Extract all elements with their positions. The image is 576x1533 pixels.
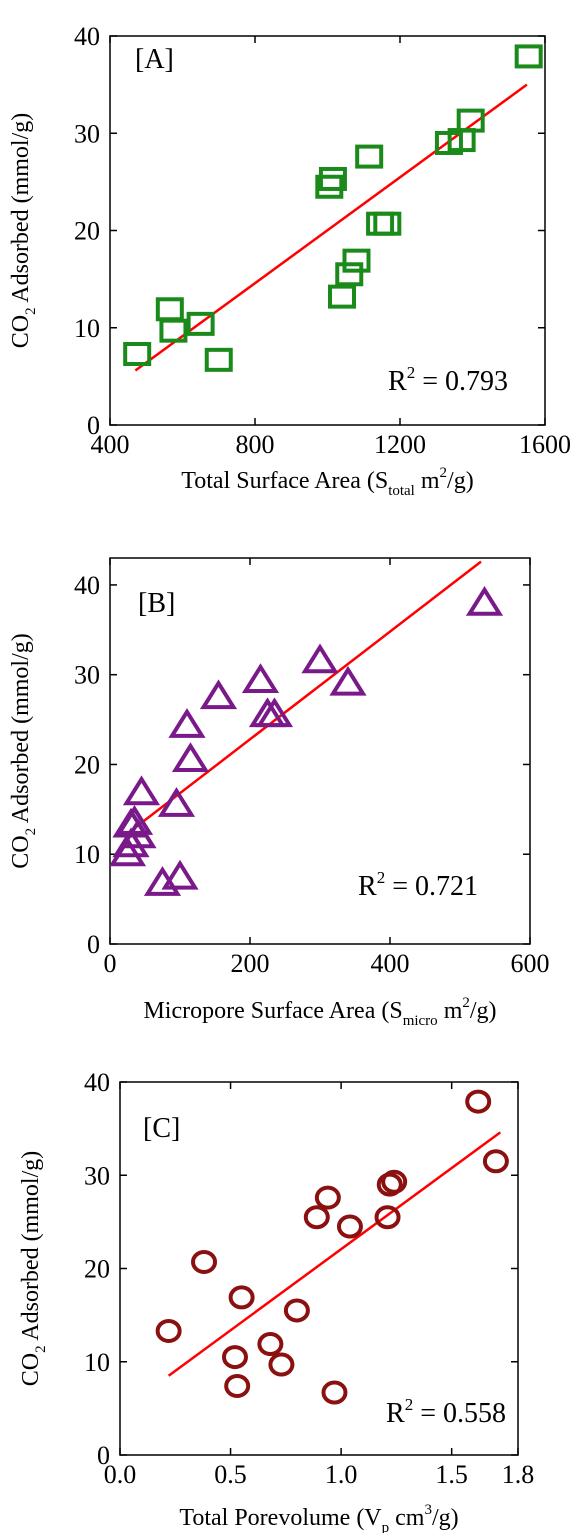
panel-label: [B] [138, 588, 175, 619]
data-point [224, 1373, 251, 1398]
data-point [329, 665, 367, 696]
y-tick-label: 10 [84, 1348, 110, 1377]
y-tick-label: 40 [74, 22, 100, 51]
y-tick-label: 40 [74, 571, 100, 600]
data-point [342, 248, 371, 273]
data-point [301, 643, 339, 674]
x-tick-label: 1.8 [502, 1460, 535, 1489]
data-point [381, 1169, 408, 1194]
y-tick-label: 30 [74, 661, 100, 690]
x-tick-label: 1.5 [435, 1460, 468, 1489]
data-point [171, 742, 210, 772]
data-point [373, 211, 402, 236]
data-point [161, 859, 199, 890]
y-tick-label: 10 [74, 840, 100, 869]
x-tick-label: 0 [104, 949, 117, 978]
data-point [315, 174, 344, 199]
x-tick-label: 400 [371, 949, 410, 978]
data-point [355, 144, 384, 169]
chart-panel-b: 0 200 400 600 0 10 20 30 40 [B] R2 = 0.721 Micropor… [8, 557, 550, 1029]
data-point [465, 586, 504, 616]
y-tick-label: 40 [84, 1068, 110, 1097]
y-tick-label: 30 [84, 1161, 110, 1190]
data-point [482, 1149, 509, 1174]
x-tick-label: 200 [231, 949, 270, 978]
data-point [119, 818, 157, 849]
y-tick-label: 20 [74, 750, 100, 779]
data-point [456, 108, 485, 133]
x-axis-label: Micropore Surface Area (Smicro m2/g) [143, 995, 496, 1029]
data-point [268, 1352, 295, 1377]
y-tick-label: 0 [97, 1441, 110, 1470]
data-point [186, 311, 215, 336]
data-point [168, 708, 206, 738]
data-point [336, 1214, 363, 1239]
y-tick-label: 10 [74, 314, 100, 343]
data-point [514, 44, 543, 69]
y-tick-label: 0 [87, 930, 100, 959]
fit-line [134, 83, 528, 372]
y-axis-label: CO2 Adsorbed (mmol/g) [8, 113, 39, 349]
data-point [122, 775, 161, 806]
data-point [157, 787, 196, 817]
panel-label: [A] [135, 44, 174, 75]
y-tick-label: 20 [84, 1255, 110, 1284]
data-point [465, 1089, 492, 1114]
x-tick-label: 400 [91, 430, 130, 459]
data-point [366, 211, 395, 236]
data-point [228, 1285, 255, 1310]
x-tick-label: 800 [236, 430, 275, 459]
data-point [199, 679, 238, 710]
fit-line [167, 1131, 502, 1377]
r-squared-annotation: R2 = 0.721 [358, 868, 478, 902]
data-point [123, 342, 152, 367]
data-point [283, 1298, 310, 1323]
x-tick-label: 1200 [374, 430, 426, 459]
data-point [159, 318, 188, 343]
data-point [321, 1380, 348, 1405]
x-tick-label: 0.5 [214, 1460, 247, 1489]
x-tick-label: 600 [511, 949, 550, 978]
data-point [257, 1332, 284, 1357]
fit-line [123, 560, 482, 838]
data-point [314, 1185, 341, 1210]
data-point [204, 347, 233, 372]
x-axis-label: Total Porevolume (Vp cm3/g) [179, 1502, 458, 1533]
y-tick-label: 0 [87, 411, 100, 440]
x-tick-label: 0.0 [104, 1460, 137, 1489]
y-axis-label: CO2 Adsorbed (mmol/g) [18, 1151, 49, 1387]
data-point [191, 1249, 218, 1274]
y-tick-label: 20 [74, 217, 100, 246]
chart-panel-a: 400 800 1200 1600 0 10 20 30 40 [A] R2 = 0.793 Tota… [8, 22, 571, 499]
plot-frame [109, 557, 531, 945]
data-point [374, 1205, 401, 1230]
y-tick-label: 30 [74, 119, 100, 148]
chart-panel-c: 0.0 0.5 1.0 1.5 1.8 0 10 20 30 40 [C] R2 = 0.558 Tot… [18, 1068, 534, 1533]
data-point [241, 663, 280, 693]
x-tick-label: 1.0 [325, 1460, 358, 1489]
r-squared-annotation: R2 = 0.558 [386, 1395, 506, 1429]
data-point [155, 297, 184, 322]
r-squared-annotation: R2 = 0.793 [388, 363, 508, 397]
data-point [221, 1345, 248, 1370]
y-axis-label: CO2 Adsorbed (mmol/g) [8, 633, 39, 869]
data-point [303, 1205, 330, 1230]
x-tick-label: 1600 [519, 430, 571, 459]
x-axis-label: Total Surface Area (Stotal m2/g) [181, 465, 473, 499]
data-point [255, 697, 294, 728]
data-point [335, 262, 364, 287]
data-point [115, 805, 154, 835]
data-point [328, 284, 356, 309]
data-point [155, 1318, 182, 1343]
data-point [318, 166, 347, 191]
panel-label: [C] [143, 1113, 180, 1144]
